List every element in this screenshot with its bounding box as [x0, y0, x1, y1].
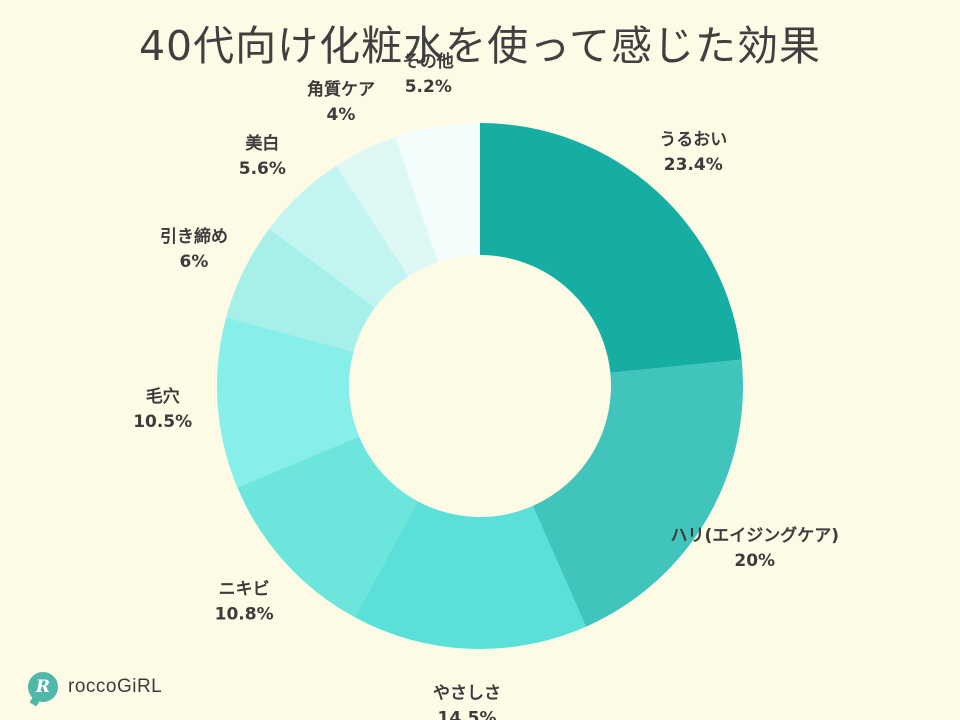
slice-label-value-9: 5.2% [405, 77, 452, 97]
slice-label-value-8: 4% [327, 105, 356, 125]
slice-3 [354, 501, 586, 649]
slice-label-value-2: 20% [734, 551, 775, 571]
slice-9 [395, 123, 480, 262]
slice-1 [480, 123, 742, 373]
slice-label-name-6: 引き締め [160, 226, 228, 247]
slice-label-name-3: やさしさ [433, 684, 501, 704]
slice-6 [226, 228, 375, 352]
slice-label-name-7: 美白 [245, 133, 279, 154]
slice-label-value-6: 6% [180, 252, 209, 272]
slice-labels: うるおい 23.4% ハリ(エイジングケア) 20% やさしさ 14.5% ニキビ 10.8%… [133, 51, 839, 720]
slice-label-value-7: 5.6% [239, 159, 286, 179]
slice-8 [336, 136, 438, 277]
slice-4 [237, 436, 418, 618]
brand-logo[interactable]: R roccoGiRL [28, 669, 162, 705]
slice-label-name-5: 毛穴 [146, 386, 180, 407]
slice-label-value-5: 10.5% [133, 412, 192, 432]
slice-label-value-3: 14.5% [438, 709, 497, 720]
donut-slices [217, 123, 743, 649]
logo-mark-icon: R [28, 672, 58, 702]
slice-5 [217, 317, 360, 488]
logo-text: roccoGiRL [68, 676, 163, 697]
slice-label-name-1: うるおい [659, 130, 727, 150]
slice-label-value-1: 23.4% [664, 155, 723, 175]
chart-title: 40代向け化粧水を使って感じた効果 [138, 22, 822, 70]
slice-label-name-8: 角質ケア [307, 79, 375, 100]
slice-label-value-4: 10.8% [215, 604, 274, 624]
slice-label-name-9: その他 [403, 51, 454, 72]
slice-7 [269, 165, 409, 308]
slice-2 [532, 359, 743, 627]
slice-label-name-4: ニキビ [219, 579, 270, 599]
slice-label-name-2: ハリ(エイジングケア) [670, 525, 839, 546]
